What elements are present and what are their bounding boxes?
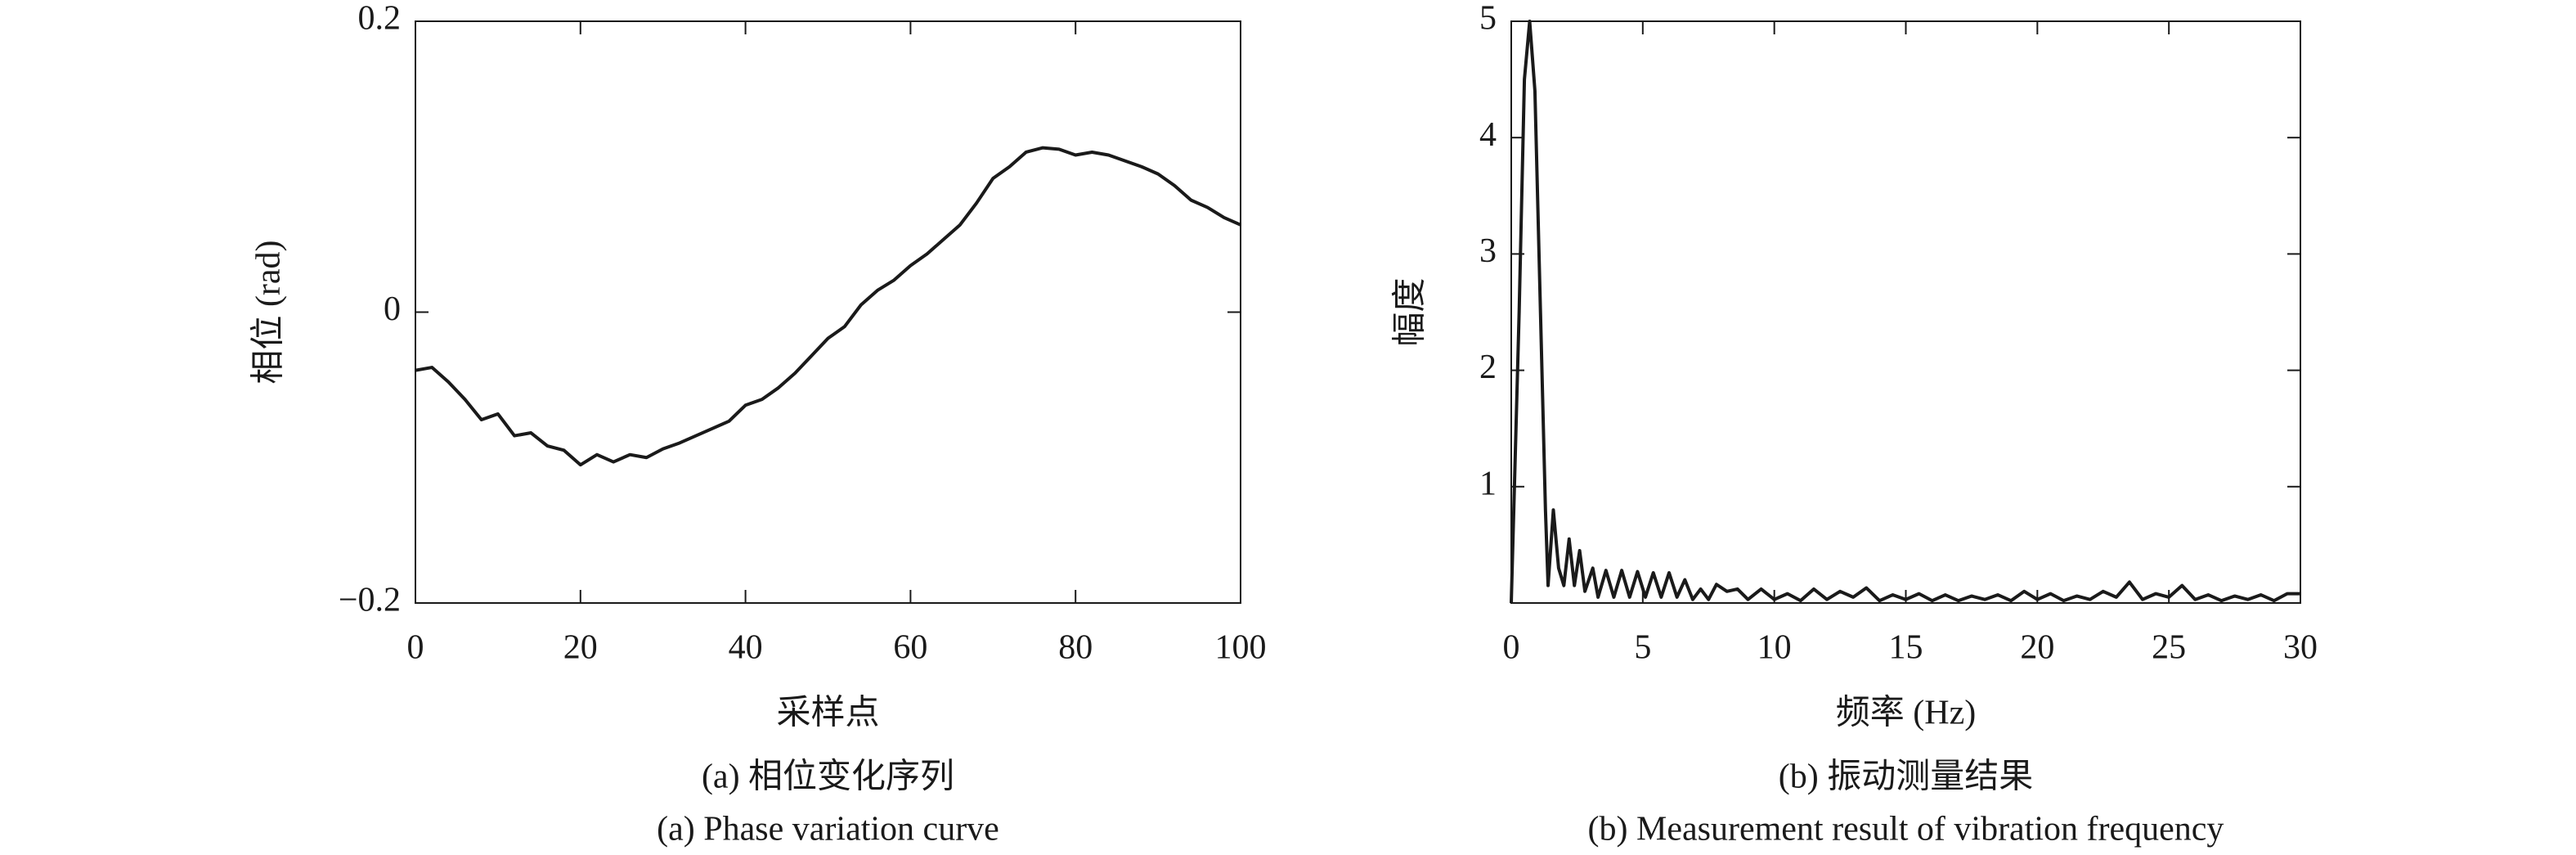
data-line: [415, 146, 1241, 467]
x-tick-label: 30: [2283, 629, 2318, 667]
x-tick-label: 0: [1503, 629, 1520, 667]
y-tick-label: 1: [1479, 465, 1497, 502]
caption-en: (b) Measurement result of vibration freq…: [1588, 811, 2224, 848]
y-tick-label: −0.2: [339, 582, 401, 619]
x-tick-label: 100: [1215, 629, 1267, 667]
x-tick-label: 10: [1757, 629, 1792, 667]
y-tick-label: 0: [384, 290, 401, 328]
x-tick-label: 15: [1889, 629, 1923, 667]
y-tick-label: 5: [1479, 0, 1497, 38]
x-tick-label: 60: [893, 629, 927, 667]
y-axis-label: 相位 (rad): [249, 240, 288, 384]
y-tick-label: 4: [1479, 116, 1497, 154]
caption: (b) 振动测量结果: [1779, 758, 2033, 796]
x-axis-label: 频率 (Hz): [1836, 694, 1976, 732]
plot-frame: [415, 20, 1241, 604]
caption-en: (a) Phase variation curve: [657, 811, 999, 848]
data-line: [1510, 20, 2300, 604]
plot-frame: [1510, 20, 2301, 604]
x-tick-label: 40: [729, 629, 763, 667]
x-tick-label: 25: [2152, 629, 2186, 667]
x-tick-label: 80: [1058, 629, 1093, 667]
y-tick-label: 3: [1479, 232, 1497, 270]
caption: (a) 相位变化序列: [702, 758, 954, 796]
x-tick-label: 0: [407, 629, 424, 667]
x-tick-label: 20: [563, 629, 598, 667]
y-tick-label: 2: [1479, 349, 1497, 386]
y-axis-label: 幅度: [1392, 277, 1429, 346]
x-tick-label: 20: [2020, 629, 2054, 667]
x-tick-label: 5: [1634, 629, 1651, 667]
x-axis-label: 采样点: [776, 695, 879, 732]
y-tick-label: 0.2: [358, 0, 402, 38]
